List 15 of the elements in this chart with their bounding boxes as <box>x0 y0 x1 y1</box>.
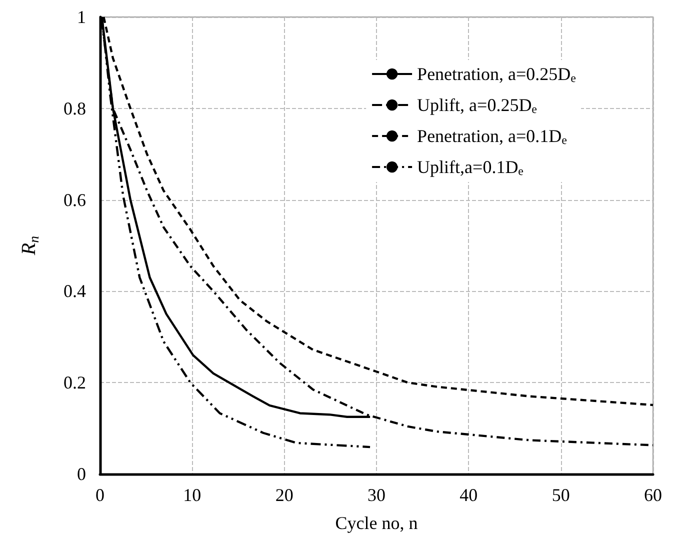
x-tick-label: 50 <box>552 485 570 505</box>
y-tick-label: 0 <box>77 464 86 484</box>
y-axis-title: Rn <box>18 236 42 256</box>
y-tick-label: 0.4 <box>64 281 86 302</box>
x-tick-label: 30 <box>368 485 386 505</box>
y-tick-label: 0.6 <box>64 190 86 210</box>
y-tick-label: 0.2 <box>64 372 86 393</box>
y-tick-label: 1 <box>77 7 86 27</box>
x-tick-label: 20 <box>275 485 294 505</box>
x-tick-label: 60 <box>644 485 662 505</box>
x-tick-label: 0 <box>96 485 104 505</box>
y-tick-label: 0.8 <box>64 98 86 118</box>
x-tick-label: 40 <box>460 485 478 505</box>
x-tick-label: 10 <box>183 485 202 505</box>
x-axis-title: Cycle no, n <box>335 513 418 533</box>
